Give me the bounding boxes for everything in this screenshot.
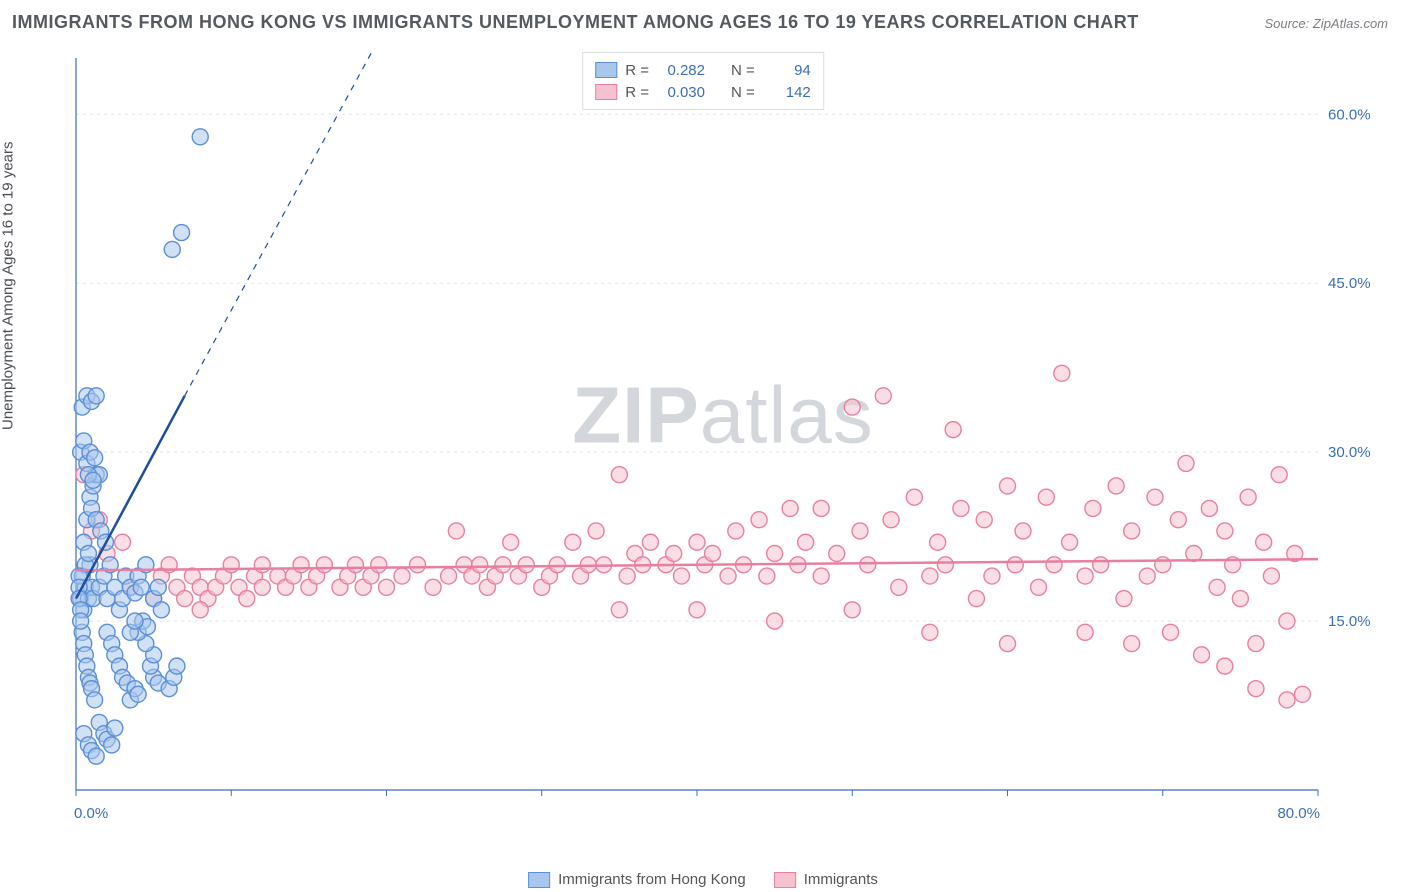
legend-item-series-2: Immigrants [774,871,878,888]
svg-text:80.0%: 80.0% [1277,805,1320,822]
svg-text:0.0%: 0.0% [74,805,108,822]
source-attribution: Source: ZipAtlas.com [1264,16,1388,31]
stat-r-value: 0.282 [661,62,705,79]
legend-swatch-icon [528,872,550,888]
stat-r-value: 0.030 [661,84,705,101]
y-axis-label: Unemployment Among Ages 16 to 19 years [0,141,17,430]
svg-text:30.0%: 30.0% [1328,444,1371,461]
stat-n-label: N = [731,62,755,79]
legend-label: Immigrants [804,871,878,888]
stat-r-label: R = [625,62,649,79]
legend-swatch-icon [595,62,617,78]
legend-label: Immigrants from Hong Kong [558,871,746,888]
stat-r-label: R = [625,84,649,101]
scatter-plot: 15.0% 30.0% 45.0% 60.0% 0.0% 80.0% [58,48,1388,838]
stat-n-value: 142 [767,84,811,101]
chart-title: IMMIGRANTS FROM HONG KONG VS IMMIGRANTS … [12,12,1139,33]
series-legend: Immigrants from Hong Kong Immigrants [528,871,878,888]
svg-text:60.0%: 60.0% [1328,106,1371,123]
legend-item-series-1: Immigrants from Hong Kong [528,871,746,888]
legend-swatch-icon [595,84,617,100]
chart-area: ZIPatlas 15.0%30.0%45.0%60.0%0.0%80.0% [58,48,1388,838]
legend-row-series-2: R = 0.030 N = 142 [595,81,811,103]
stat-n-label: N = [731,84,755,101]
svg-text:15.0%: 15.0% [1328,613,1371,630]
svg-text:45.0%: 45.0% [1328,275,1371,292]
stat-n-value: 94 [767,62,811,79]
legend-row-series-1: R = 0.282 N = 94 [595,59,811,81]
correlation-legend: R = 0.282 N = 94 R = 0.030 N = 142 [582,52,824,110]
legend-swatch-icon [774,872,796,888]
